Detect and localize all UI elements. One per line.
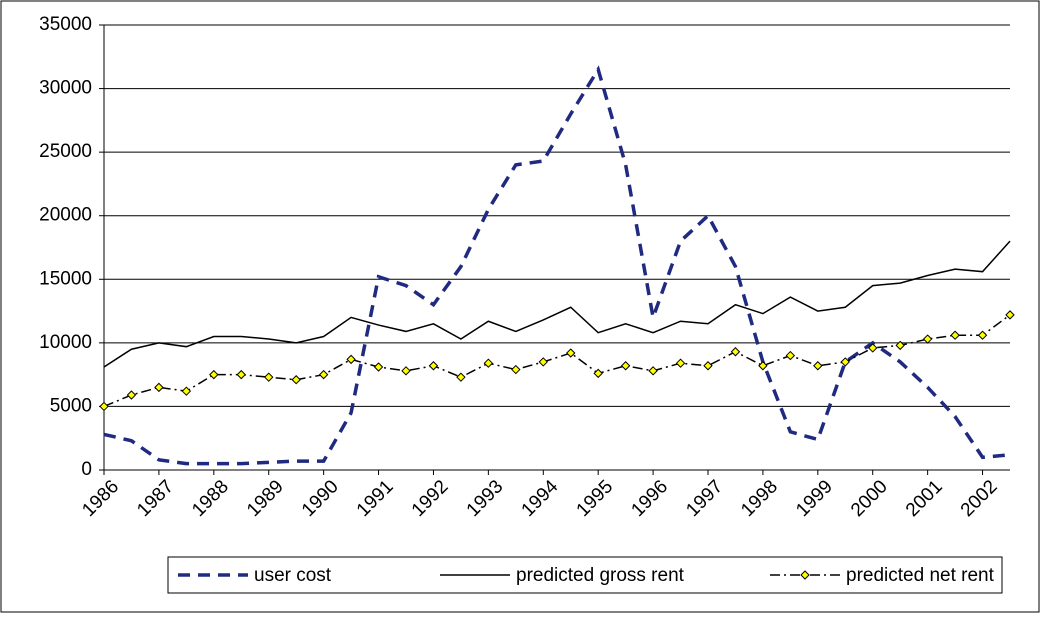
y-tick-label: 0 bbox=[81, 459, 92, 480]
point-marker bbox=[209, 369, 219, 380]
point-marker bbox=[1005, 310, 1015, 320]
y-tick-label: 10000 bbox=[39, 332, 92, 353]
legend-box bbox=[167, 556, 1003, 594]
point-marker bbox=[291, 375, 301, 385]
series-line bbox=[103, 65, 1011, 466]
legend-label: predicted gross rent bbox=[516, 565, 685, 586]
y-tick-label: 25000 bbox=[39, 141, 92, 162]
point-marker bbox=[620, 361, 631, 371]
point-marker bbox=[126, 390, 137, 400]
legend-label: user cost bbox=[254, 565, 332, 586]
y-tick-label: 15000 bbox=[39, 268, 92, 289]
point-marker bbox=[703, 361, 713, 371]
point-marker bbox=[895, 340, 905, 351]
point-marker bbox=[730, 347, 741, 357]
point-marker bbox=[154, 382, 164, 393]
y-tick-label: 35000 bbox=[39, 14, 92, 35]
point-marker bbox=[538, 357, 548, 367]
point-marker bbox=[483, 358, 494, 368]
point-marker bbox=[511, 364, 521, 375]
point-marker bbox=[758, 361, 768, 371]
point-marker bbox=[566, 348, 576, 358]
point-marker bbox=[99, 401, 109, 412]
point-marker bbox=[950, 330, 960, 340]
point-marker bbox=[318, 369, 329, 380]
point-marker bbox=[373, 362, 384, 372]
point-marker bbox=[401, 366, 411, 376]
y-tick-label: 20000 bbox=[39, 205, 92, 226]
y-tick-label: 30000 bbox=[39, 78, 92, 99]
point-marker bbox=[922, 334, 933, 344]
point-marker bbox=[346, 354, 356, 365]
legend-marker bbox=[800, 570, 810, 580]
point-marker bbox=[264, 372, 274, 382]
point-marker bbox=[675, 358, 686, 368]
point-marker bbox=[236, 369, 246, 380]
point-marker bbox=[813, 361, 823, 371]
point-marker bbox=[181, 386, 192, 396]
legend-label: predicted net rent bbox=[846, 565, 995, 586]
point-marker bbox=[977, 330, 988, 340]
point-marker bbox=[868, 343, 878, 353]
point-marker bbox=[648, 366, 658, 376]
series-line bbox=[103, 314, 1011, 408]
point-marker bbox=[785, 350, 796, 361]
point-marker bbox=[456, 372, 466, 382]
point-marker bbox=[593, 368, 603, 379]
y-tick-label: 5000 bbox=[50, 395, 92, 416]
series-line bbox=[103, 240, 1011, 368]
point-marker bbox=[428, 361, 439, 371]
point-marker bbox=[840, 357, 850, 367]
